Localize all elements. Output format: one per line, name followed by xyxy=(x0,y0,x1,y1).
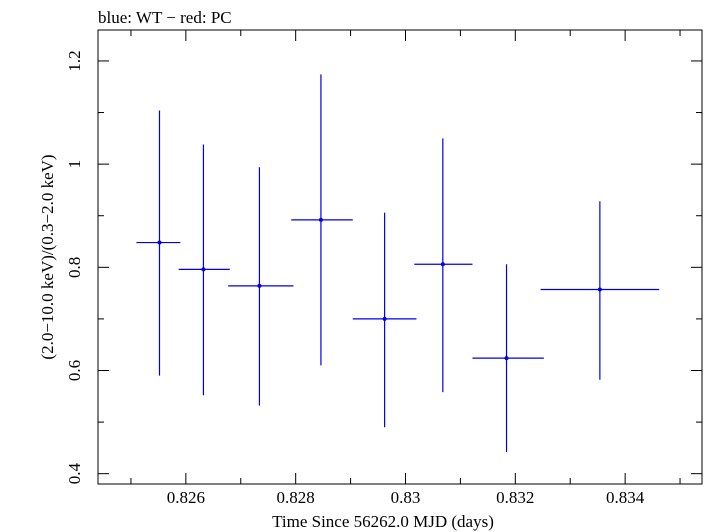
data-marker xyxy=(257,283,262,288)
data-point xyxy=(136,110,181,376)
data-point xyxy=(414,138,473,393)
data-marker xyxy=(201,267,206,272)
series-wt xyxy=(136,74,660,453)
data-point xyxy=(228,167,294,406)
y-tick-label: 1.2 xyxy=(65,50,84,71)
data-point xyxy=(540,201,660,380)
plot-frame xyxy=(97,29,703,485)
data-point xyxy=(352,212,417,428)
y-tick-label: 1 xyxy=(65,160,84,169)
data-point xyxy=(472,264,544,453)
data-point xyxy=(178,144,230,396)
x-tick-label: 0.832 xyxy=(496,488,534,507)
x-tick-label: 0.828 xyxy=(277,488,315,507)
y-tick-label: 0.6 xyxy=(65,360,84,381)
data-marker xyxy=(318,217,323,222)
data-marker xyxy=(504,356,509,361)
y-tick-label: 0.4 xyxy=(65,463,84,485)
x-axis-label: Time Since 56262.0 MJD (days) xyxy=(272,512,494,531)
data-marker xyxy=(382,316,387,321)
data-marker xyxy=(157,240,162,245)
data-series xyxy=(136,74,660,453)
y-axis-label: (2.0−10.0 keV)/(0.3−2.0 keV) xyxy=(38,154,57,359)
x-axis: 0.826 0.828 0.83 0.832 0.834 xyxy=(130,30,681,507)
y-tick-label: 0.8 xyxy=(65,257,84,278)
x-tick-label: 0.826 xyxy=(167,488,205,507)
y-axis: 0.4 0.6 0.8 1 1.2 xyxy=(65,50,702,484)
data-marker xyxy=(440,262,445,267)
data-point xyxy=(291,74,353,366)
chart-title: blue: WT − red: PC xyxy=(98,8,232,27)
x-tick-label: 0.834 xyxy=(606,488,645,507)
data-marker xyxy=(597,287,602,292)
x-tick-label: 0.83 xyxy=(391,488,421,507)
